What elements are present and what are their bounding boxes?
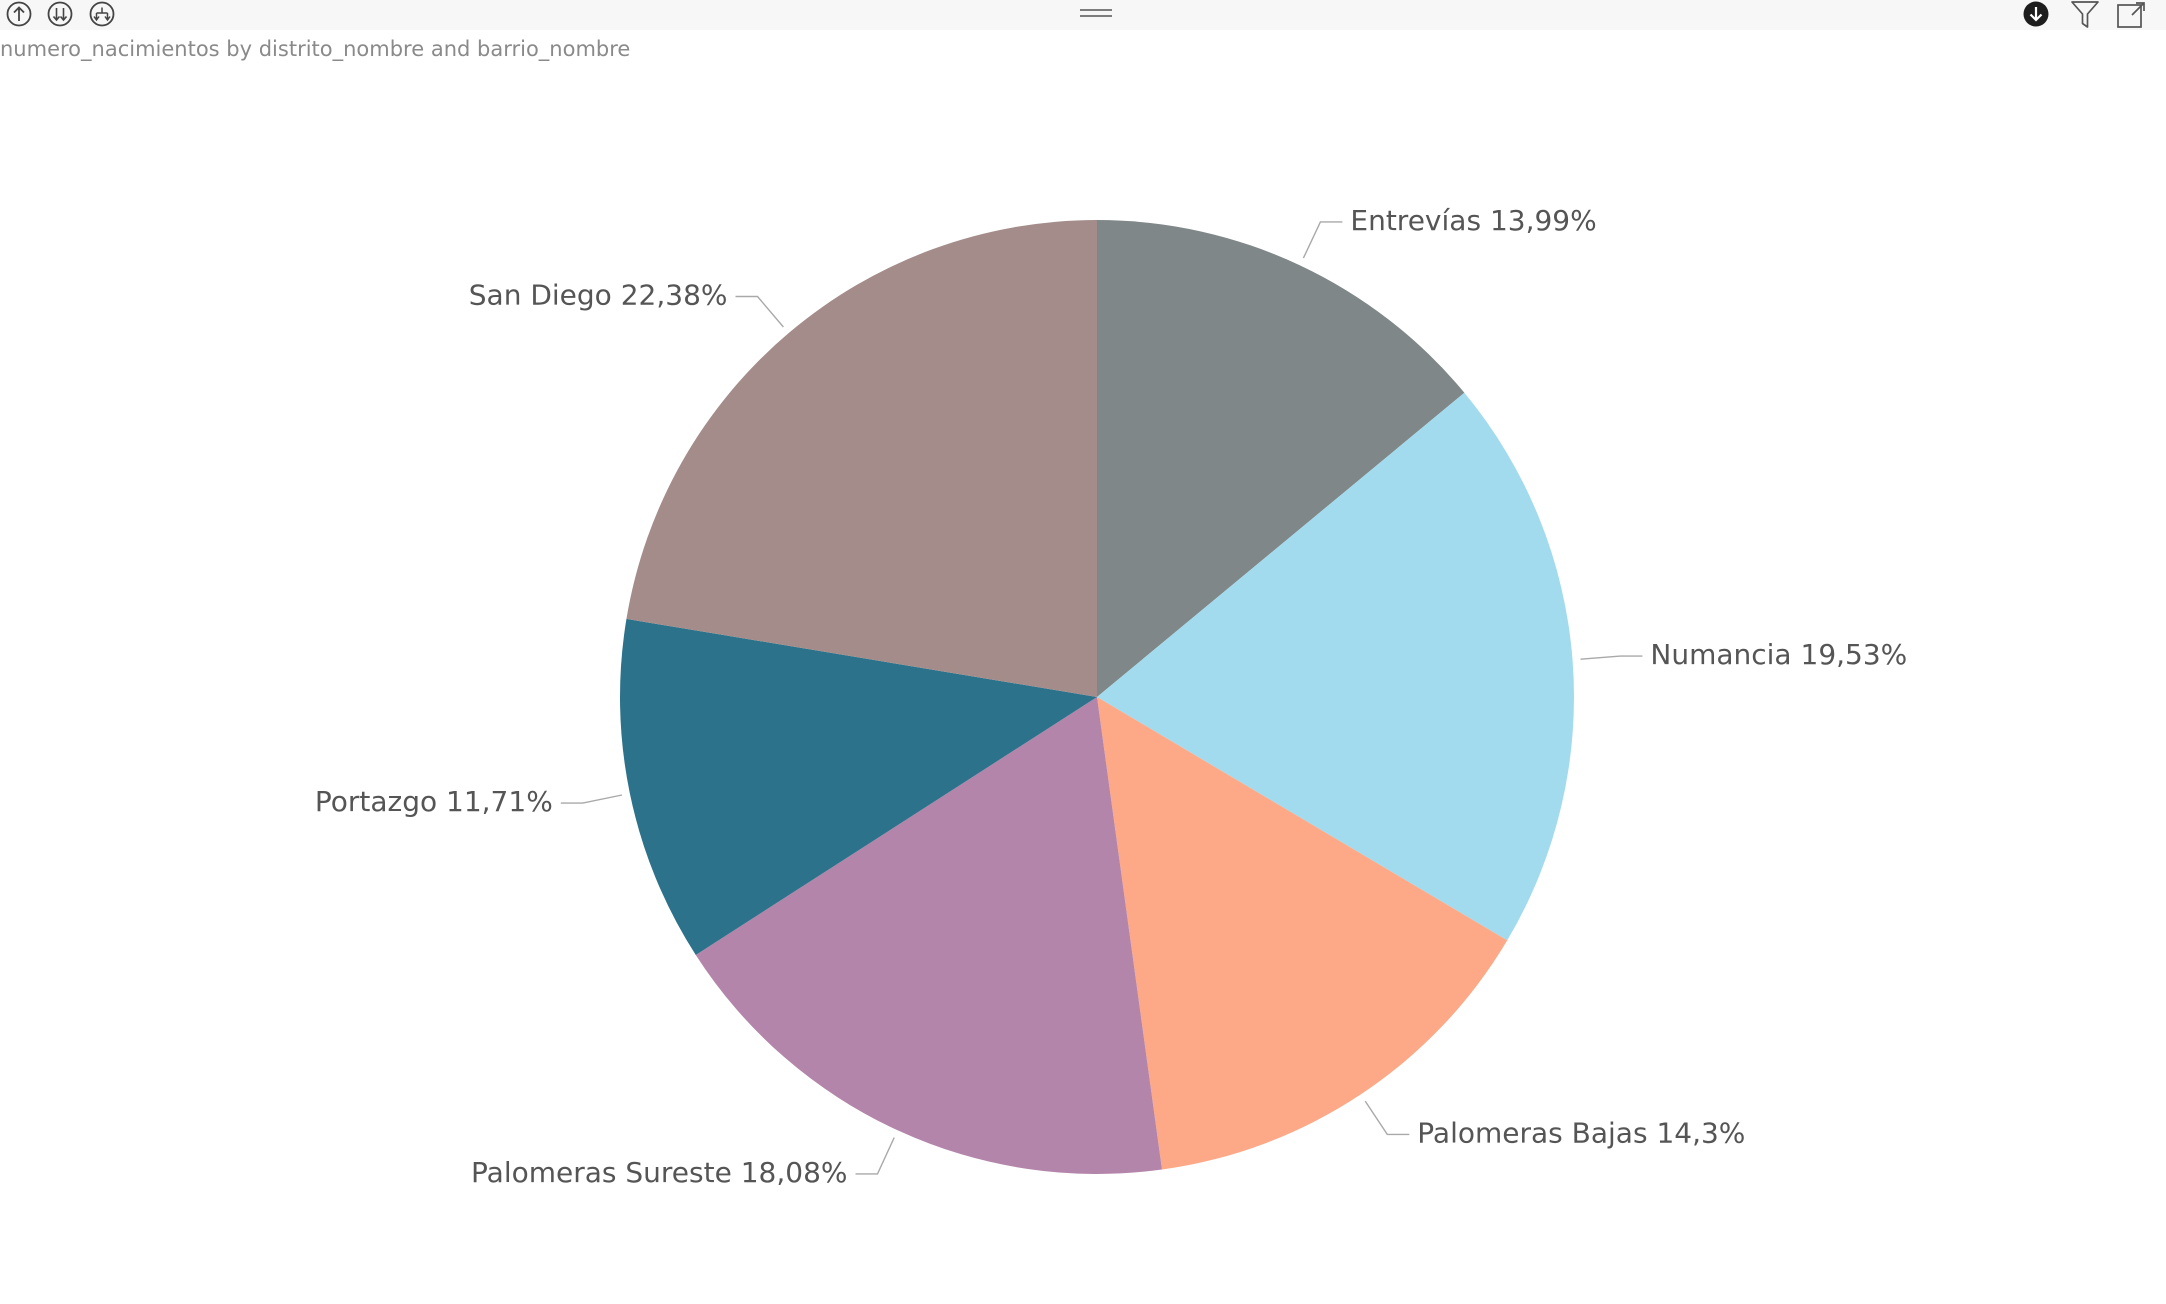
data-label-separator bbox=[1792, 638, 1801, 671]
data-label-percent: 14,3% bbox=[1656, 1116, 1745, 1149]
pie-data-labels: Entrevías 13,99% Numancia 19,53% Palomeras… bbox=[315, 204, 1907, 1189]
drag-handle-icon[interactable] bbox=[1078, 4, 1114, 22]
data-label-category: Numancia bbox=[1650, 638, 1791, 671]
pie-slice[interactable] bbox=[1097, 697, 1508, 1170]
leader-line bbox=[1302, 221, 1343, 259]
expand-all-down-icon[interactable] bbox=[43, 0, 77, 30]
pie-slice[interactable] bbox=[1097, 392, 1574, 941]
data-label: Entrevías 13,99% bbox=[1350, 204, 1596, 237]
data-label-percent: 11,71% bbox=[446, 785, 553, 818]
data-label-percent: 13,99% bbox=[1490, 204, 1597, 237]
data-label: Palomeras Bajas 14,3% bbox=[1417, 1116, 1745, 1149]
drill-down-hierarchy-icon[interactable] bbox=[85, 0, 119, 30]
drill-mode-icon[interactable] bbox=[2019, 0, 2053, 30]
data-label: Palomeras Sureste 18,08% bbox=[471, 1156, 847, 1189]
data-label-category: Entrevías bbox=[1350, 204, 1481, 237]
data-label-separator bbox=[732, 1156, 741, 1189]
filter-icon[interactable] bbox=[2068, 0, 2102, 30]
data-label: Portazgo 11,71% bbox=[315, 785, 553, 818]
data-label-category: Palomeras Bajas bbox=[1417, 1116, 1647, 1149]
data-label-percent: 22,38% bbox=[621, 279, 728, 312]
data-label-separator bbox=[1481, 204, 1490, 237]
leader-line bbox=[855, 1137, 895, 1175]
visual-header bbox=[0, 0, 2166, 30]
pie-slices bbox=[620, 220, 1574, 1174]
data-label-category: San Diego bbox=[469, 279, 612, 312]
data-label-separator bbox=[1648, 1116, 1657, 1149]
pie-slice[interactable] bbox=[620, 618, 1097, 955]
leader-line bbox=[1580, 655, 1643, 660]
data-label: San Diego 22,38% bbox=[469, 279, 728, 312]
leader-line bbox=[1364, 1100, 1410, 1136]
data-label-separator bbox=[437, 785, 446, 818]
pie-slice[interactable] bbox=[695, 697, 1162, 1174]
data-label-category: Palomeras Sureste bbox=[471, 1156, 732, 1189]
pie-slice[interactable] bbox=[1097, 220, 1465, 697]
drill-up-icon[interactable] bbox=[2, 0, 36, 30]
pie-slice[interactable] bbox=[626, 220, 1097, 697]
data-label-separator bbox=[612, 279, 621, 312]
data-label-percent: 19,53% bbox=[1801, 638, 1908, 671]
data-label-percent: 18,08% bbox=[741, 1156, 848, 1189]
data-label: Numancia 19,53% bbox=[1650, 638, 1907, 671]
pie-leader-lines bbox=[560, 221, 1643, 1175]
data-label-category: Portazgo bbox=[315, 785, 437, 818]
leader-line bbox=[560, 794, 623, 804]
focus-mode-icon[interactable] bbox=[2115, 0, 2149, 30]
visual-title: numero_nacimientos by distrito_nombre an… bbox=[0, 37, 631, 61]
leader-line bbox=[735, 295, 784, 328]
